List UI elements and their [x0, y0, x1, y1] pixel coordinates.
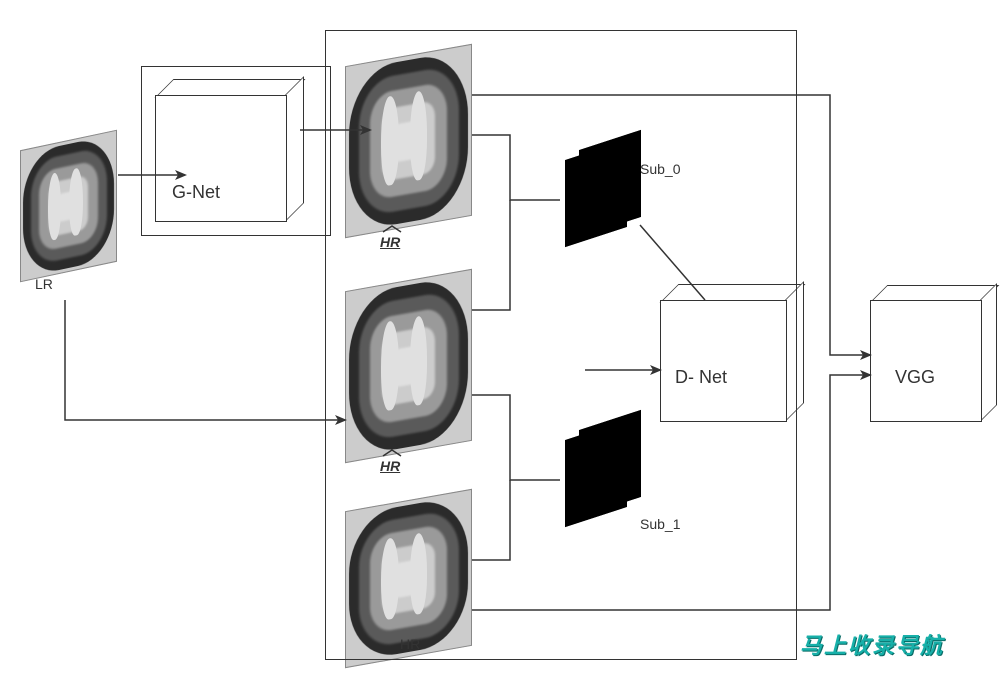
watermark-text: 马上收录导航	[800, 628, 944, 660]
gnet_box-label: G-Net	[172, 182, 220, 203]
box-face	[285, 77, 304, 223]
box-face	[980, 283, 997, 422]
image-tile	[20, 130, 117, 283]
vgg_box-label: VGG	[895, 367, 935, 388]
diagram-stage: LRG-NetHRHRHRSub_0Sub_1D- NetVGG	[0, 0, 1000, 676]
box-face	[870, 300, 982, 422]
group-rect	[325, 30, 797, 660]
lr_image-label: LR	[35, 276, 53, 292]
